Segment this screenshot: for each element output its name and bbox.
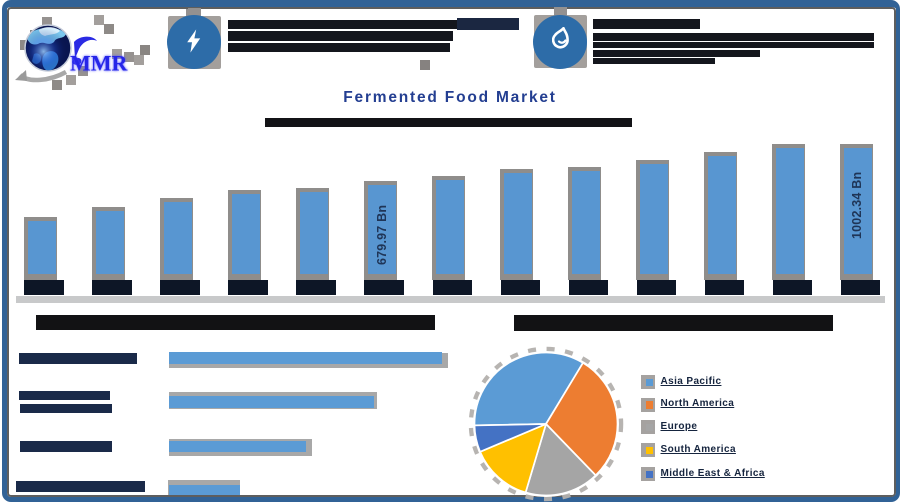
svg-text:MMR: MMR: [70, 51, 129, 76]
